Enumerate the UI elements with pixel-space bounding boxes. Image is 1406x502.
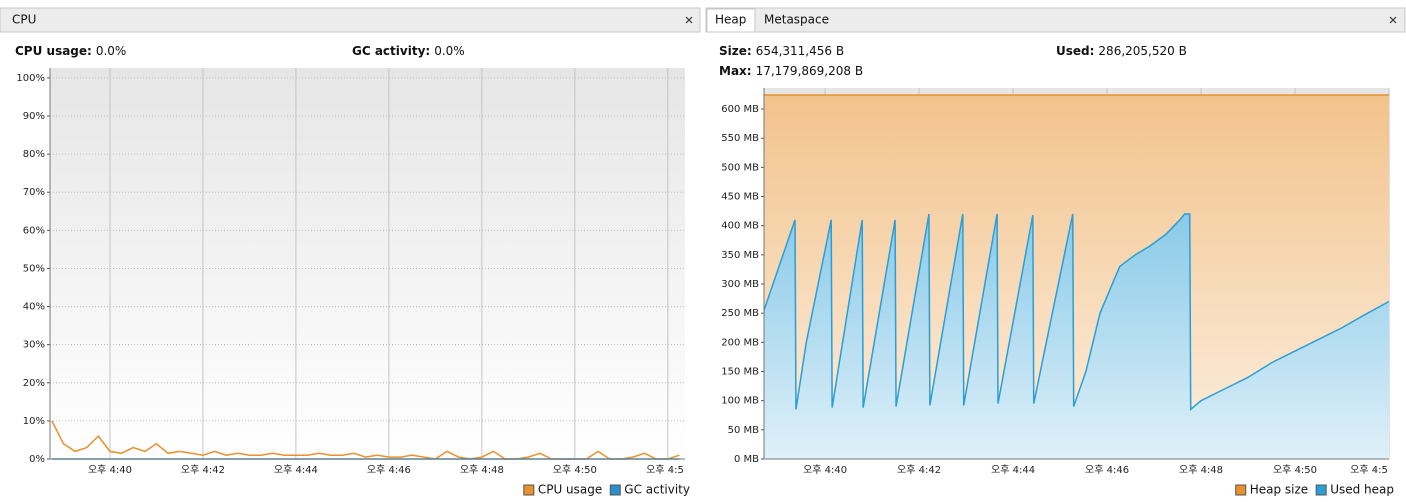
x-tick-label: 오후 4:48 [1179,464,1223,476]
x-tick-label: 오후 4:48 [460,464,504,476]
y-tick-label: 90% [23,111,45,122]
y-tick-label: 40% [23,302,45,313]
legend-swatch [1235,484,1247,496]
y-tick-label: 80% [23,149,45,160]
legend-swatch [609,484,621,496]
legend-label: CPU usage [538,483,602,497]
y-tick-label: 250 MB [721,308,759,319]
stat-label: GC activity: [352,44,430,58]
stat-label: Used: [1056,44,1094,58]
y-tick-label: 600 MB [721,104,759,115]
legend-swatch [523,484,535,496]
y-tick-label: 0 MB [734,454,759,465]
stat-label: Size: [719,44,752,58]
legend-label: Used heap [1330,483,1394,497]
x-tick-label: 오후 4:40 [803,464,847,476]
x-tick-label: 오후 4:50 [553,464,597,476]
y-tick-label: 450 MB [721,192,759,203]
stat: GC activity: 0.0% [352,44,465,58]
stat: Max: 17,179,869,208 B [719,64,863,78]
x-tick-label: 오후 4:42 [181,464,225,476]
close-icon[interactable] [1389,16,1397,24]
x-tick-label: 오후 4:5 [1350,464,1388,476]
x-tick-label: 오후 4:5 [646,464,684,476]
area [764,214,1389,459]
plot-area [50,68,685,459]
tab[interactable]: Metaspace [764,13,829,27]
y-tick-label: 50 MB [728,425,760,436]
legend-label: GC activity [624,483,690,497]
y-tick-label: 350 MB [721,250,759,261]
y-tick-label: 100% [16,73,45,84]
stat-value: 0.0% [96,44,127,58]
legend-swatch [1315,484,1327,496]
stat-value: 654,311,456 B [756,44,844,58]
x-tick-label: 오후 4:44 [274,464,318,476]
x-tick-label: 오후 4:46 [1085,464,1129,476]
x-tick-label: 오후 4:46 [367,464,411,476]
x-tick-label: 오후 4:42 [897,464,941,476]
y-tick-label: 50% [23,263,45,274]
legend-label: Heap size [1250,483,1308,497]
y-tick-label: 550 MB [721,133,759,144]
stat: Size: 654,311,456 B [719,44,844,58]
y-tick-label: 300 MB [721,279,759,290]
close-icon[interactable] [685,16,693,24]
tab[interactable]: CPU [12,13,36,27]
x-tick-label: 오후 4:40 [88,464,132,476]
stat-value: 17,179,869,208 B [756,64,863,78]
y-tick-label: 10% [23,416,45,427]
stat-value: 0.0% [434,44,465,58]
y-tick-label: 70% [23,187,45,198]
selected-tab [706,8,756,33]
x-tick-label: 오후 4:50 [1273,464,1317,476]
y-tick-label: 30% [23,340,45,351]
stat: CPU usage: 0.0% [15,44,126,58]
y-tick-label: 400 MB [721,221,759,232]
y-tick-label: 20% [23,378,45,389]
tab[interactable]: Heap [715,13,746,27]
stat-label: Max: [719,64,752,78]
y-tick-label: 100 MB [721,396,759,407]
line [763,213,1390,412]
stat-label: CPU usage: [15,44,92,58]
y-tick-label: 150 MB [721,367,759,378]
x-tick-label: 오후 4:44 [991,464,1035,476]
heap-tab-bar [705,7,1406,33]
cpu-tab-bar [0,7,701,33]
y-tick-label: 500 MB [721,162,759,173]
y-tick-label: 0% [29,454,45,465]
y-tick-label: 60% [23,225,45,236]
y-tick-label: 200 MB [721,337,759,348]
stat: Used: 286,205,520 B [1056,44,1187,58]
stat-value: 286,205,520 B [1098,44,1186,58]
